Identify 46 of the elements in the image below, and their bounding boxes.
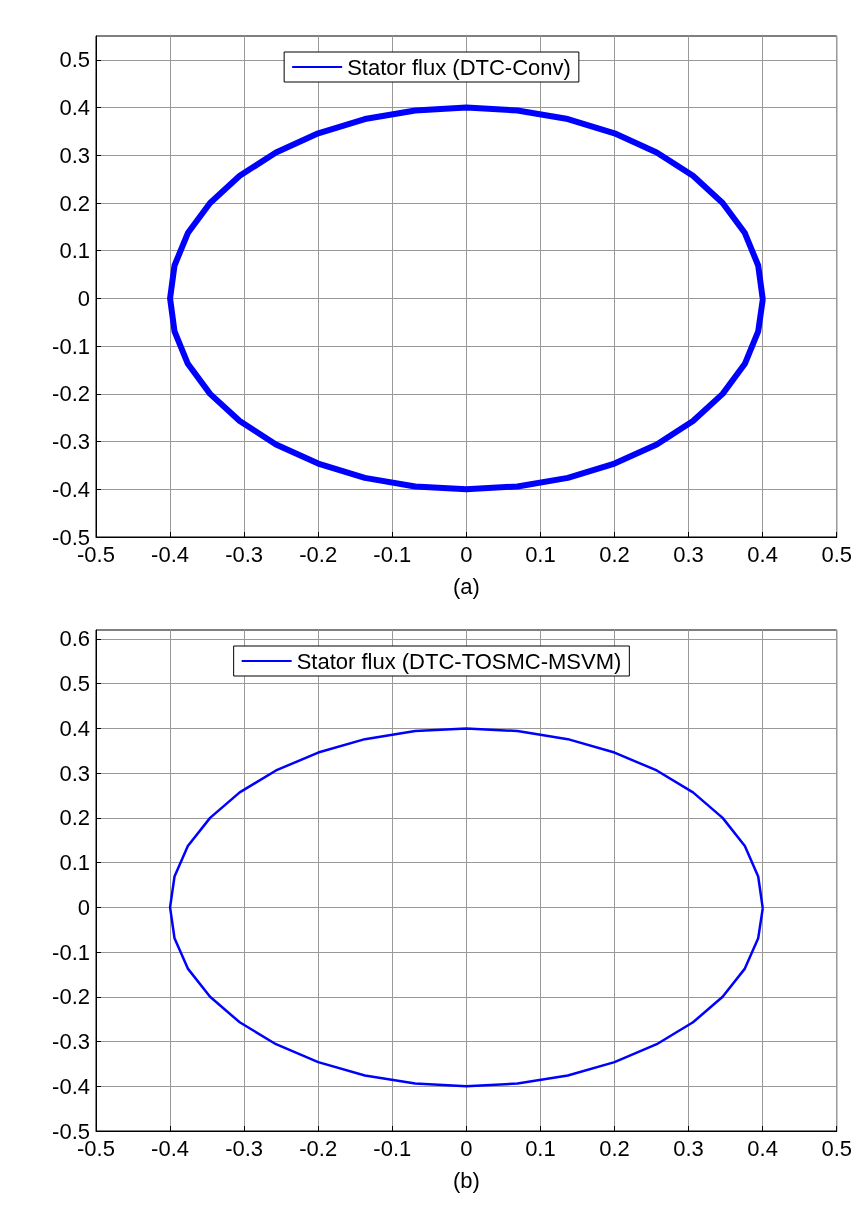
legend-label: Stator flux (DTC-Conv) [347, 54, 571, 80]
y-tick-label: 0.6 [59, 626, 90, 652]
x-tick-label: 0.1 [525, 1135, 556, 1161]
x-tick-label: 0 [460, 1135, 473, 1161]
y-tick-label: -0.3 [52, 1029, 90, 1055]
x-tick-label: -0.2 [299, 541, 338, 567]
y-tick-label: -0.4 [52, 476, 90, 502]
y-tick-label: 0 [77, 894, 90, 920]
x-tick-label: 0.3 [673, 541, 704, 567]
y-tick-label: -0.1 [52, 333, 90, 359]
x-tick-label: 0.5 [821, 1135, 853, 1161]
y-tick-label: 0.4 [59, 95, 90, 121]
x-tick-label: -0.3 [225, 541, 264, 567]
y-tick-label: 0.4 [59, 715, 90, 741]
y-tick-label: 0.3 [59, 760, 90, 786]
y-tick-label: 0.2 [59, 190, 90, 216]
x-tick-label: 0.4 [747, 541, 778, 567]
x-tick-label: -0.3 [225, 1135, 264, 1161]
x-tick-label: 0 [460, 541, 473, 567]
x-tick-label: 0.5 [821, 541, 853, 567]
y-tick-label: 0 [77, 285, 90, 311]
x-tick-label: 0.2 [599, 541, 630, 567]
y-tick-label: 0.1 [59, 238, 90, 264]
x-axis-title: (a) [452, 573, 480, 599]
legend-label: Stator flux (DTC-TOSMC-MSVM) [296, 648, 622, 674]
y-tick-label: -0.3 [52, 429, 90, 455]
y-tick-label: 0.1 [59, 850, 90, 876]
y-tick-label: 0.5 [59, 47, 90, 73]
x-tick-label: -0.2 [299, 1135, 338, 1161]
y-tick-label: 0.3 [59, 142, 90, 168]
y-tick-label: -0.1 [52, 939, 90, 965]
x-tick-label: 0.3 [673, 1135, 704, 1161]
y-tick-label: 0.2 [59, 805, 90, 831]
x-tick-label: -0.1 [373, 541, 412, 567]
y-tick-label: -0.4 [52, 1073, 90, 1099]
x-tick-label: 0.2 [599, 1135, 630, 1161]
y-tick-label: 0.5 [59, 671, 90, 697]
x-tick-label: 0.1 [525, 541, 556, 567]
x-tick-label: -0.4 [151, 541, 190, 567]
line-series [168, 727, 764, 1088]
x-tick-label: 0.4 [747, 1135, 778, 1161]
y-tick-label: -0.2 [52, 381, 90, 407]
y-tick-label: -0.2 [52, 984, 90, 1010]
x-tick-label: -0.4 [151, 1135, 190, 1161]
x-axis-title: (b) [452, 1167, 480, 1193]
x-tick-label: -0.1 [373, 1135, 412, 1161]
